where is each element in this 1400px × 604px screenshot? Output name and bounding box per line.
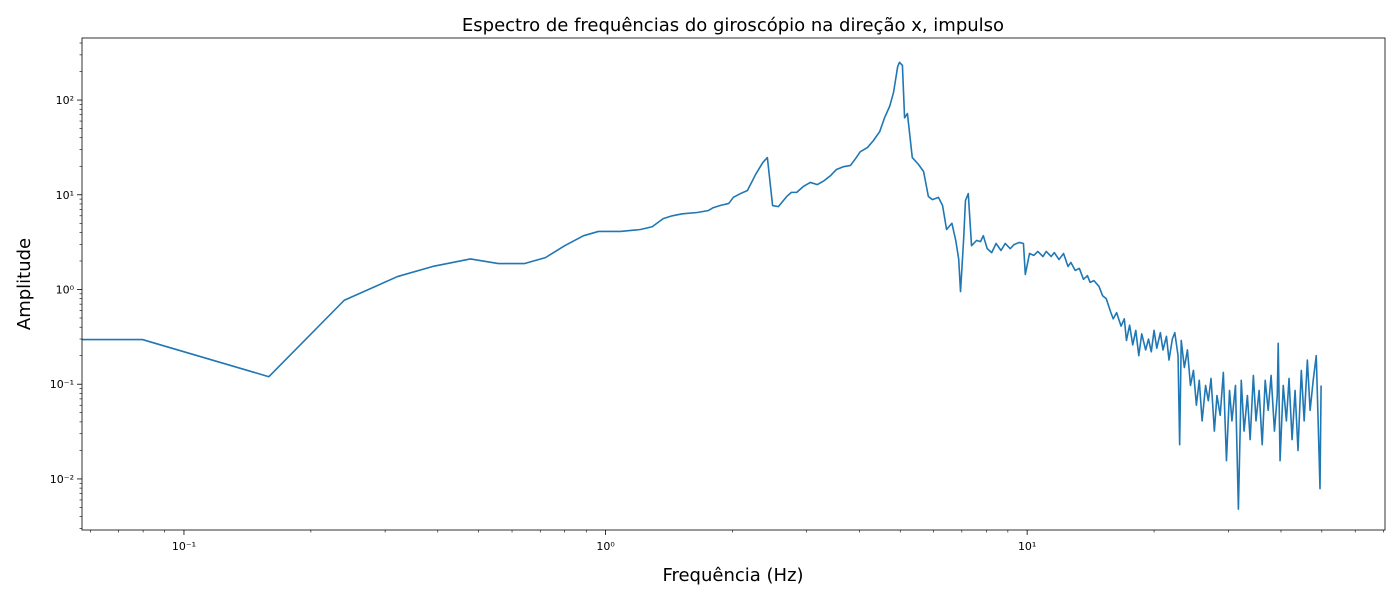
y-tick-label: 10⁻¹ <box>50 378 74 391</box>
x-tick-label: 10⁰ <box>596 540 615 553</box>
plot-frame <box>81 37 1386 531</box>
data-line <box>82 61 1322 510</box>
y-axis-label: Amplitude <box>14 238 35 330</box>
y-tick-label: 10² <box>56 94 74 107</box>
plot-area: 10⁻¹ 10⁰ 10¹ 10⁻² 10⁻¹ 10⁰ 10¹ 10² <box>50 42 1384 553</box>
x-tick-label: 10¹ <box>1018 540 1036 553</box>
y-tick-label: 10¹ <box>56 189 74 202</box>
x-tick-label: 10⁻¹ <box>172 540 196 553</box>
x-axis-label: Frequência (Hz) <box>662 565 803 586</box>
y-tick-label: 10⁻² <box>50 473 74 486</box>
y-tick-label: 10⁰ <box>56 283 75 296</box>
chart-title: Espectro de frequências do giroscópio na… <box>462 15 1004 36</box>
